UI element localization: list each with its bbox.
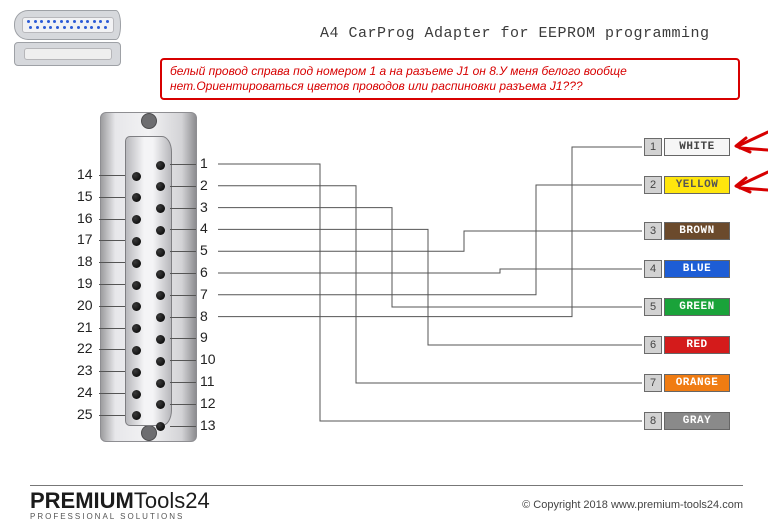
pin-24 xyxy=(132,390,141,399)
copyright: © Copyright 2018 www.premium-tools24.com xyxy=(522,499,743,511)
wire-path-7 xyxy=(218,186,642,383)
pin-label-25: 25 xyxy=(77,406,93,422)
pin-25 xyxy=(132,411,141,420)
wire-label: WHITE xyxy=(664,138,730,156)
brand-sub: PROFESSIONAL SOLUTIONS xyxy=(30,512,210,521)
pin-label-7: 7 xyxy=(200,286,208,302)
wire-path-5 xyxy=(218,208,642,307)
pin-8 xyxy=(156,313,165,322)
wire-label: BLUE xyxy=(664,260,730,278)
pin-label-12: 12 xyxy=(200,395,216,411)
brand-bold: PREMIUM xyxy=(30,488,134,513)
pin-7 xyxy=(156,291,165,300)
pin-label-10: 10 xyxy=(200,351,216,367)
wire-label: GRAY xyxy=(664,412,730,430)
pin-18 xyxy=(132,259,141,268)
pin-label-4: 4 xyxy=(200,220,208,236)
wire-path-1 xyxy=(218,147,642,317)
pin-label-24: 24 xyxy=(77,384,93,400)
pin-4 xyxy=(156,226,165,235)
pin-21 xyxy=(132,324,141,333)
pin-label-6: 6 xyxy=(200,264,208,280)
pin-12 xyxy=(156,400,165,409)
pin-label-11: 11 xyxy=(200,373,215,389)
pin-label-13: 13 xyxy=(200,417,216,433)
pin-label-17: 17 xyxy=(77,231,93,247)
pin-6 xyxy=(156,270,165,279)
wire-label: RED xyxy=(664,336,730,354)
pin-15 xyxy=(132,193,141,202)
wire-path-3 xyxy=(218,231,642,251)
pin-label-5: 5 xyxy=(200,242,208,258)
wire-path-6 xyxy=(218,229,642,345)
pin-23 xyxy=(132,368,141,377)
wire-number: 3 xyxy=(644,222,662,240)
pin-16 xyxy=(132,215,141,224)
pin-label-19: 19 xyxy=(77,275,93,291)
pin-10 xyxy=(156,357,165,366)
pin-label-14: 14 xyxy=(77,166,93,182)
pin-label-16: 16 xyxy=(77,210,93,226)
pin-label-23: 23 xyxy=(77,362,93,378)
wire-path-8 xyxy=(218,164,642,421)
pin-1 xyxy=(156,161,165,170)
wire-path-2 xyxy=(218,185,642,295)
pin-label-2: 2 xyxy=(200,177,208,193)
pin-3 xyxy=(156,204,165,213)
pin-20 xyxy=(132,302,141,311)
pin-2 xyxy=(156,182,165,191)
page: A4 CarProg Adapter for EEPROM programmin… xyxy=(0,0,768,531)
pin-label-8: 8 xyxy=(200,308,208,324)
pin-label-20: 20 xyxy=(77,297,93,313)
wire-number: 1 xyxy=(644,138,662,156)
pin-9 xyxy=(156,335,165,344)
db25-thumb-male xyxy=(14,42,121,66)
pin-label-9: 9 xyxy=(200,329,208,345)
wire-number: 7 xyxy=(644,374,662,392)
wire-path-4 xyxy=(218,269,642,273)
wire-label: ORANGE xyxy=(664,374,730,392)
pin-label-21: 21 xyxy=(77,319,93,335)
wire-number: 8 xyxy=(644,412,662,430)
pin-17 xyxy=(132,237,141,246)
db25-thumb-female xyxy=(14,10,121,40)
pin-22 xyxy=(132,346,141,355)
wire-number: 5 xyxy=(644,298,662,316)
pin-label-15: 15 xyxy=(77,188,93,204)
db25-connector xyxy=(120,116,175,436)
pin-19 xyxy=(132,281,141,290)
footer-divider xyxy=(30,485,743,486)
annotation-note: белый провод справа под номером 1 а на р… xyxy=(160,58,740,100)
pin-label-18: 18 xyxy=(77,253,93,269)
brand-block: PREMIUMTools24 PROFESSIONAL SOLUTIONS xyxy=(30,488,210,521)
pin-label-3: 3 xyxy=(200,199,208,215)
brand-light: Tools24 xyxy=(134,488,210,513)
pin-5 xyxy=(156,248,165,257)
wire-label: BROWN xyxy=(664,222,730,240)
pin-label-22: 22 xyxy=(77,340,93,356)
wire-number: 6 xyxy=(644,336,662,354)
wire-label: YELLOW xyxy=(664,176,730,194)
pin-label-1: 1 xyxy=(200,155,208,171)
page-title: A4 CarProg Adapter for EEPROM programmin… xyxy=(320,25,748,42)
wire-number: 2 xyxy=(644,176,662,194)
wire-label: GREEN xyxy=(664,298,730,316)
pin-14 xyxy=(132,172,141,181)
pin-11 xyxy=(156,379,165,388)
wire-number: 4 xyxy=(644,260,662,278)
